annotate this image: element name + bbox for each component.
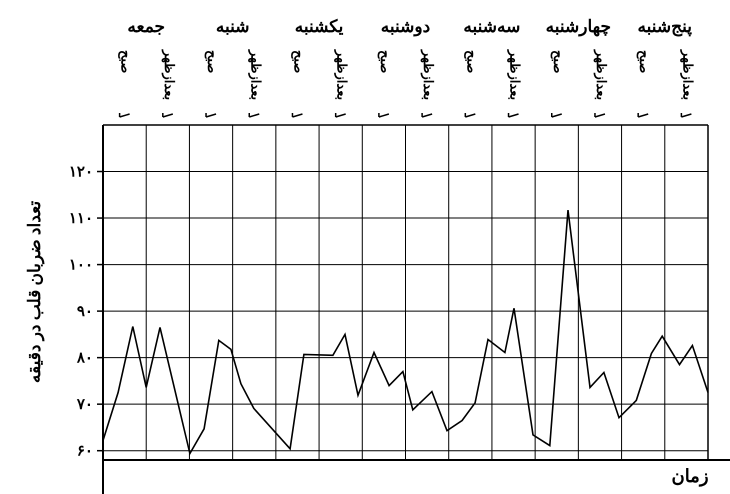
day-label: سه‌شنبه	[463, 17, 520, 36]
period-marker	[637, 113, 649, 118]
period-label: بعدازظهر	[679, 49, 695, 100]
period-marker	[118, 113, 130, 118]
period-label: صبح	[204, 50, 220, 73]
period-label: بعدازظهر	[334, 49, 350, 100]
heart-rate-line	[102, 210, 709, 456]
period-marker	[248, 113, 260, 118]
y-tick-label: ۱۰۰	[69, 258, 93, 274]
period-marker	[162, 113, 174, 118]
y-tick-label: ۱۱۰	[69, 211, 93, 227]
day-label: چهارشنبه	[546, 17, 611, 37]
y-tick-label: ۱۲۰	[69, 165, 93, 181]
period-label: صبح	[463, 50, 479, 73]
y-axis-label: تعداد ضربان قلب در دقیقه	[25, 201, 45, 383]
day-label: پنج‌شنبه	[638, 17, 693, 37]
y-tick-label: ۹۰	[77, 304, 93, 320]
period-label: بعدازظهر	[420, 49, 436, 100]
day-label: شنبه	[216, 17, 250, 36]
period-marker	[507, 113, 519, 118]
period-marker	[464, 113, 476, 118]
period-label: صبح	[550, 50, 566, 73]
period-marker	[334, 113, 346, 118]
period-label: بعدازظهر	[507, 49, 523, 100]
period-label: صبح	[377, 50, 393, 73]
period-label: بعدازظهر	[161, 49, 177, 100]
period-marker	[205, 113, 217, 118]
period-label: بعدازظهر	[593, 49, 609, 100]
period-label: صبح	[636, 50, 652, 73]
y-tick-label: ۸۰	[76, 351, 93, 367]
y-tick-label: ۷۰	[76, 397, 93, 413]
period-label: صبح	[290, 50, 306, 73]
period-marker	[378, 113, 390, 118]
day-label: یکشنبه	[295, 17, 344, 36]
y-tick-label: ۶۰	[77, 444, 93, 460]
period-marker	[594, 113, 606, 118]
period-marker	[551, 113, 562, 118]
x-axis-label: زمان	[671, 466, 708, 487]
period-label: بعدازظهر	[247, 49, 263, 100]
period-marker	[680, 113, 692, 118]
period-label: صبح	[118, 50, 134, 73]
day-label: دوشنبه	[381, 17, 430, 37]
period-marker	[421, 113, 433, 118]
period-marker	[291, 113, 303, 118]
day-label: جمعه	[127, 17, 165, 36]
